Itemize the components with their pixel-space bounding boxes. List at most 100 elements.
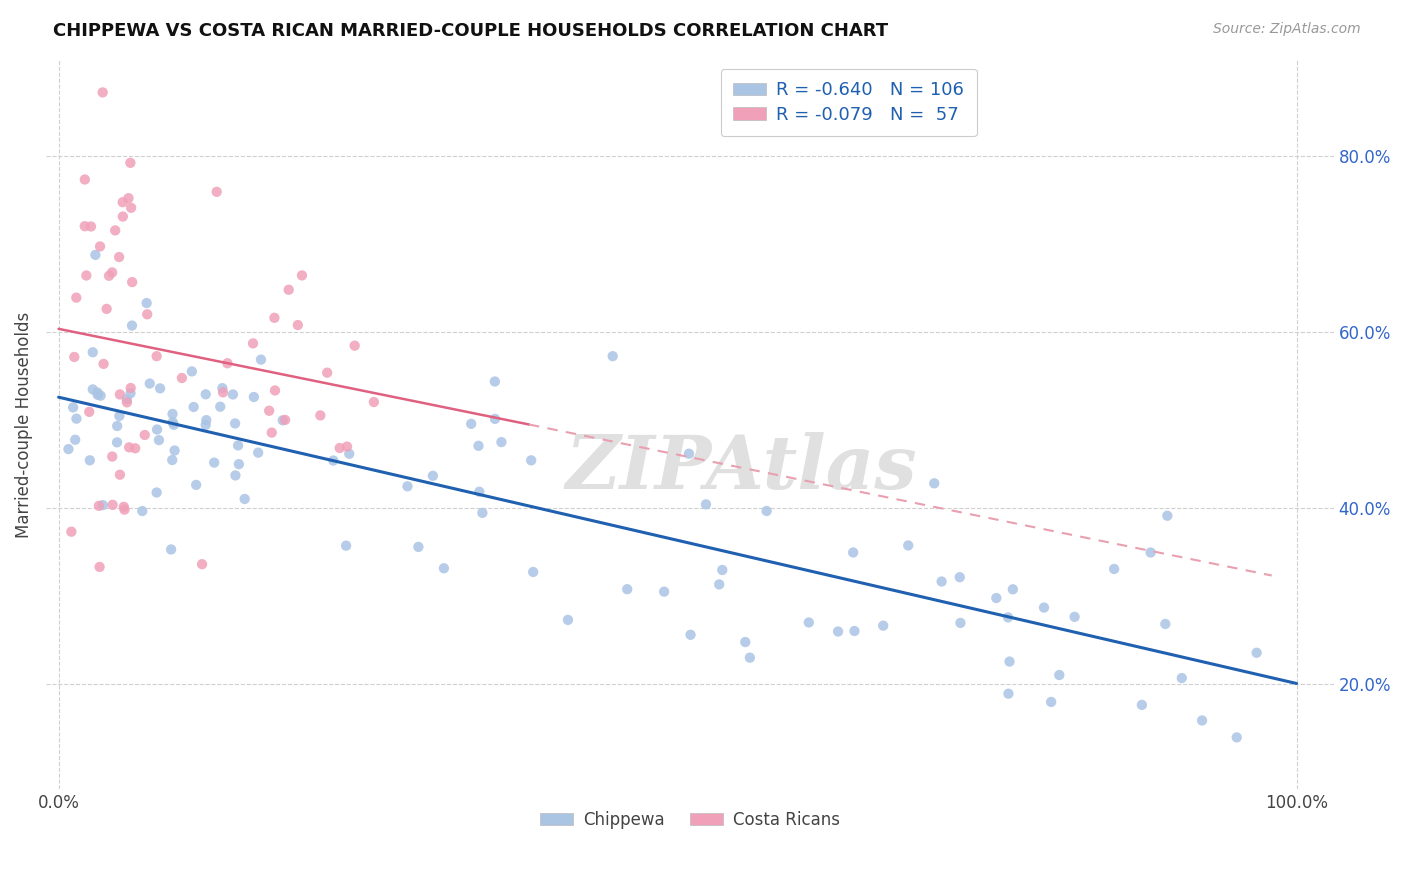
- Text: CHIPPEWA VS COSTA RICAN MARRIED-COUPLE HOUSEHOLDS CORRELATION CHART: CHIPPEWA VS COSTA RICAN MARRIED-COUPLE H…: [53, 22, 889, 40]
- Point: [738, 650, 761, 665]
- Point: [73, 172, 96, 186]
- Point: [87, 499, 110, 513]
- Point: [422, 468, 444, 483]
- Point: [145, 349, 167, 363]
- Point: [329, 441, 352, 455]
- Point: [212, 385, 235, 400]
- Point: [211, 381, 233, 395]
- Point: [134, 428, 156, 442]
- Point: [120, 201, 142, 215]
- Point: [335, 539, 357, 553]
- Point: [186, 478, 208, 492]
- Point: [131, 504, 153, 518]
- Point: [104, 223, 127, 237]
- Point: [1171, 671, 1194, 685]
- Point: [146, 423, 169, 437]
- Point: [1033, 600, 1056, 615]
- Point: [711, 563, 734, 577]
- Point: [89, 560, 111, 574]
- Point: [183, 400, 205, 414]
- Point: [467, 439, 489, 453]
- Point: [460, 417, 482, 431]
- Point: [337, 447, 360, 461]
- Point: [264, 384, 287, 398]
- Point: [228, 457, 250, 471]
- Point: [522, 565, 544, 579]
- Point: [408, 540, 430, 554]
- Point: [484, 375, 506, 389]
- Point: [250, 352, 273, 367]
- Point: [844, 624, 866, 638]
- Point: [63, 350, 86, 364]
- Point: [396, 479, 419, 493]
- Point: [277, 283, 299, 297]
- Point: [271, 413, 294, 427]
- Point: [949, 615, 972, 630]
- Point: [120, 156, 142, 170]
- Point: [86, 388, 108, 402]
- Point: [363, 395, 385, 409]
- Point: [1246, 646, 1268, 660]
- Point: [111, 210, 134, 224]
- Point: [1139, 545, 1161, 559]
- Point: [997, 687, 1019, 701]
- Point: [96, 301, 118, 316]
- Point: [89, 239, 111, 253]
- Point: [135, 296, 157, 310]
- Point: [986, 591, 1008, 605]
- Point: [209, 400, 232, 414]
- Point: [872, 618, 894, 632]
- Point: [797, 615, 820, 630]
- Point: [217, 356, 239, 370]
- Point: [163, 443, 186, 458]
- Point: [160, 453, 183, 467]
- Point: [678, 447, 700, 461]
- Point: [80, 219, 103, 234]
- Point: [224, 417, 246, 431]
- Point: [226, 438, 249, 452]
- Point: [75, 268, 97, 283]
- Point: [105, 419, 128, 434]
- Point: [84, 248, 107, 262]
- Point: [82, 345, 104, 359]
- Point: [101, 450, 124, 464]
- Point: [121, 275, 143, 289]
- Point: [202, 456, 225, 470]
- Point: [191, 557, 214, 571]
- Point: [1154, 617, 1177, 632]
- Point: [160, 542, 183, 557]
- Point: [105, 435, 128, 450]
- Point: [205, 185, 228, 199]
- Point: [1001, 582, 1024, 597]
- Point: [652, 584, 675, 599]
- Y-axis label: Married-couple Households: Married-couple Households: [15, 311, 32, 538]
- Point: [65, 411, 87, 425]
- Point: [136, 307, 159, 321]
- Point: [922, 476, 945, 491]
- Point: [91, 86, 114, 100]
- Point: [101, 265, 124, 279]
- Point: [1063, 610, 1085, 624]
- Point: [65, 291, 87, 305]
- Point: [336, 440, 359, 454]
- Point: [842, 545, 865, 559]
- Point: [520, 453, 543, 467]
- Point: [433, 561, 456, 575]
- Point: [101, 498, 124, 512]
- Point: [120, 381, 142, 395]
- Point: [108, 467, 131, 482]
- Point: [195, 413, 218, 427]
- Point: [1156, 508, 1178, 523]
- Point: [77, 405, 100, 419]
- Point: [180, 364, 202, 378]
- Point: [62, 401, 84, 415]
- Point: [616, 582, 638, 597]
- Point: [709, 577, 731, 591]
- Point: [679, 628, 702, 642]
- Point: [148, 433, 170, 447]
- Point: [194, 417, 217, 432]
- Point: [322, 453, 344, 467]
- Point: [63, 433, 86, 447]
- Point: [149, 381, 172, 395]
- Point: [309, 409, 332, 423]
